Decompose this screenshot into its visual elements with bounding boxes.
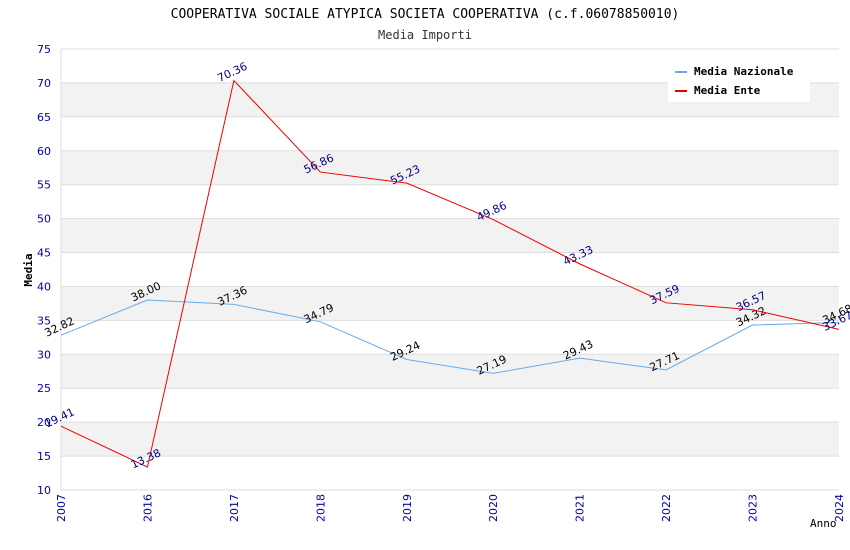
y-tick-label: 15 xyxy=(37,450,51,463)
y-tick-label: 45 xyxy=(37,247,51,260)
x-tick-label: 2022 xyxy=(660,494,673,522)
axes xyxy=(60,49,839,491)
x-tick-label: 2007 xyxy=(55,494,68,522)
chart-subtitle: Media Importi xyxy=(378,28,472,42)
x-axis-label: Anno xyxy=(810,517,837,530)
x-tick-label: 2024 xyxy=(833,494,846,522)
chart-title: COOPERATIVA SOCIALE ATYPICA SOCIETA COOP… xyxy=(171,7,680,22)
grid-band xyxy=(61,422,839,457)
grid-band xyxy=(61,286,839,321)
grid-band xyxy=(61,252,839,287)
x-tick-label: 2016 xyxy=(141,494,154,522)
series-line xyxy=(60,299,840,374)
grid-band xyxy=(61,388,839,423)
x-tick-label: 2019 xyxy=(401,494,414,522)
x-tick-label: 2021 xyxy=(574,494,587,522)
grid-band xyxy=(61,150,839,185)
grid-band xyxy=(61,116,839,151)
grid-band xyxy=(61,320,839,355)
grid-band xyxy=(61,354,839,389)
x-axis-ticks: 2007 2016 2017 2018 2019 2020 2021 2022 2023 2024 xyxy=(55,494,846,522)
y-tick-label: 55 xyxy=(37,179,51,192)
y-tick-label: 50 xyxy=(37,213,51,226)
y-tick-label: 70 xyxy=(37,77,51,90)
legend-box xyxy=(668,60,810,102)
x-tick-label: 2023 xyxy=(747,494,760,522)
y-tick-label: 60 xyxy=(37,145,51,158)
legend-label-media-nazionale: Media Nazionale xyxy=(694,65,794,78)
x-tick-label: 2020 xyxy=(487,494,500,522)
y-tick-label: 10 xyxy=(37,484,51,497)
y-tick-label: 65 xyxy=(37,111,51,124)
y-axis-label: Media xyxy=(22,253,35,286)
y-tick-label: 30 xyxy=(37,348,51,361)
x-tick-label: 2017 xyxy=(228,494,241,522)
plot-background xyxy=(61,49,839,490)
y-tick-label: 25 xyxy=(37,382,51,395)
y-tick-label: 75 xyxy=(37,43,51,56)
y-axis-ticks: 10 15 20 25 30 35 40 45 50 55 60 65 70 75 xyxy=(37,43,51,497)
legend: Media Nazionale Media Ente xyxy=(668,60,810,102)
y-tick-label: 35 xyxy=(37,314,51,327)
legend-label-media-ente: Media Ente xyxy=(694,84,761,97)
x-tick-label: 2018 xyxy=(314,494,327,522)
y-tick-label: 20 xyxy=(37,416,51,429)
grid-band xyxy=(61,218,839,253)
y-tick-label: 40 xyxy=(37,280,51,293)
series-line xyxy=(60,79,840,468)
grid-band xyxy=(61,456,839,490)
